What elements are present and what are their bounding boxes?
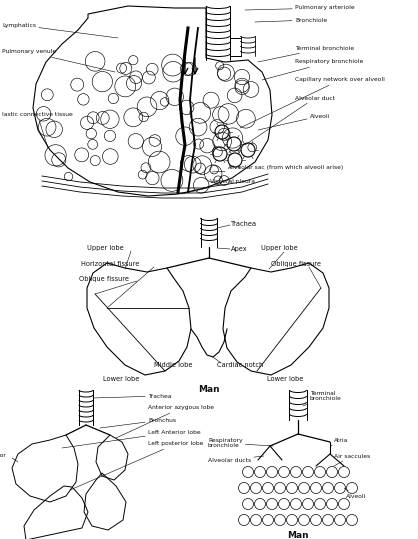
Text: Trachea: Trachea bbox=[231, 221, 257, 227]
Text: Atria: Atria bbox=[331, 438, 348, 446]
Text: Respiratory
bronchiole: Respiratory bronchiole bbox=[208, 438, 273, 448]
Text: Alveoli: Alveoli bbox=[344, 488, 366, 499]
Text: Terminal bronchiole: Terminal bronchiole bbox=[258, 45, 354, 62]
Text: Oblique fissure: Oblique fissure bbox=[79, 276, 129, 282]
Text: Anterior azygous lobe: Anterior azygous lobe bbox=[116, 405, 214, 438]
Text: Lymphatics: Lymphatics bbox=[2, 23, 118, 38]
Text: Respiratory bronchiole: Respiratory bronchiole bbox=[262, 59, 363, 80]
Text: lastic connective tissue: lastic connective tissue bbox=[2, 113, 73, 148]
Text: Cardiac notch: Cardiac notch bbox=[217, 362, 263, 368]
Text: Upper lobe: Upper lobe bbox=[87, 245, 124, 251]
Text: Man: Man bbox=[287, 531, 309, 539]
Text: Capillary network over alveoli: Capillary network over alveoli bbox=[240, 78, 385, 128]
Text: Trachea: Trachea bbox=[93, 393, 171, 398]
Text: Horizontal fissure: Horizontal fissure bbox=[81, 261, 139, 267]
Text: Right anterior: Right anterior bbox=[0, 453, 6, 459]
Text: Visceral pleura: Visceral pleura bbox=[182, 179, 255, 194]
Text: Middle lobe: Middle lobe bbox=[154, 362, 192, 368]
Text: Apex: Apex bbox=[231, 246, 247, 252]
Text: Bronchiole: Bronchiole bbox=[255, 17, 327, 23]
Text: Lower lobe: Lower lobe bbox=[103, 376, 139, 382]
Text: Alveoli: Alveoli bbox=[258, 114, 330, 130]
Text: Alveolar ducts: Alveolar ducts bbox=[208, 456, 264, 462]
Text: Left Anterior lobe: Left Anterior lobe bbox=[62, 430, 201, 448]
Text: Pulmonary venule: Pulmonary venule bbox=[2, 50, 115, 72]
Text: Terminal
bronchiole: Terminal bronchiole bbox=[303, 391, 342, 406]
Text: Left posterior lobe: Left posterior lobe bbox=[70, 441, 204, 490]
Text: Air saccules: Air saccules bbox=[334, 453, 370, 466]
Text: Oblique fissure: Oblique fissure bbox=[271, 261, 321, 267]
Text: Upper lobe: Upper lobe bbox=[261, 245, 298, 251]
Text: Bronchus: Bronchus bbox=[100, 418, 176, 428]
Text: Man: Man bbox=[198, 384, 220, 393]
Text: Alveolar duct: Alveolar duct bbox=[245, 95, 335, 145]
Text: Alveolar sac (from which alveoli arise): Alveolar sac (from which alveoli arise) bbox=[212, 165, 343, 172]
Text: Pulmonary arteriole: Pulmonary arteriole bbox=[245, 5, 354, 10]
Text: Lower lobe: Lower lobe bbox=[267, 376, 303, 382]
